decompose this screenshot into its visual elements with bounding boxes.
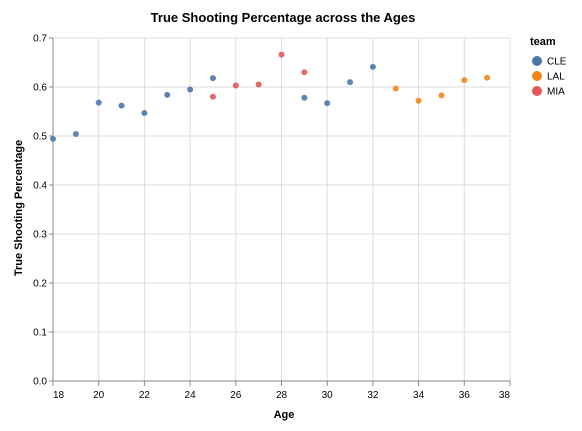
data-point-lal (484, 74, 491, 81)
legend-label: LAL (547, 72, 565, 83)
data-points (50, 51, 491, 142)
data-point-cle (347, 79, 354, 86)
data-point-lal (392, 85, 399, 92)
y-tick-label: 0.4 (33, 181, 47, 192)
data-point-mia (278, 51, 285, 58)
data-point-cle (164, 91, 171, 98)
data-point-mia (255, 81, 262, 88)
y-tick-label: 0.7 (33, 34, 47, 45)
x-tick-label: 18 (53, 390, 65, 401)
x-tick-label: 36 (459, 390, 471, 401)
legend-label: CLE (547, 57, 567, 68)
x-tick-label: 24 (185, 390, 197, 401)
x-tick-label: 34 (413, 390, 425, 401)
data-point-cle (187, 86, 194, 93)
y-tick-label: 0.5 (33, 132, 47, 143)
axes: 0.0 0.1 0.2 0.3 0.4 0.5 0.6 0.7 18 20 22 24 26 28 30 32… (33, 34, 511, 401)
data-point-mia (209, 93, 216, 100)
x-tick-label: 30 (322, 390, 334, 401)
x-tick-label: 26 (230, 390, 242, 401)
x-tick-label: 20 (93, 390, 105, 401)
data-point-mia (232, 82, 239, 89)
x-axis-title: Age (274, 409, 295, 421)
legend-label: MIA (547, 87, 565, 98)
data-point-lal (461, 77, 468, 84)
data-point-cle (50, 135, 56, 142)
legend: team CLE LAL MIA (530, 36, 567, 98)
y-tick-label: 0.6 (33, 83, 47, 94)
legend-swatch-cle (532, 56, 542, 66)
y-tick-label: 0.2 (33, 279, 47, 290)
legend-title: team (530, 36, 556, 48)
y-tick-label: 0.3 (33, 230, 47, 241)
grid (52, 37, 511, 382)
data-point-cle (369, 63, 376, 70)
data-point-mia (301, 69, 308, 76)
data-point-cle (324, 100, 331, 107)
y-axis-title: True Shooting Percentage (13, 140, 25, 276)
y-tick-label: 0.0 (33, 377, 47, 388)
x-tick-label: 38 (499, 390, 511, 401)
x-tick-label: 32 (367, 390, 379, 401)
data-point-cle (95, 99, 102, 106)
data-point-cle (301, 94, 308, 101)
chart-title: True Shooting Percentage across the Ages (151, 10, 416, 25)
legend-swatch-mia (532, 86, 542, 96)
data-point-cle (141, 109, 148, 116)
x-tick-label: 28 (276, 390, 288, 401)
y-tick-label: 0.1 (33, 328, 47, 339)
data-point-lal (415, 97, 422, 104)
data-point-cle (118, 102, 125, 109)
data-point-cle (209, 75, 216, 82)
legend-swatch-lal (532, 71, 542, 81)
data-point-lal (438, 92, 445, 99)
data-point-cle (72, 131, 79, 138)
x-tick-label: 22 (139, 390, 151, 401)
